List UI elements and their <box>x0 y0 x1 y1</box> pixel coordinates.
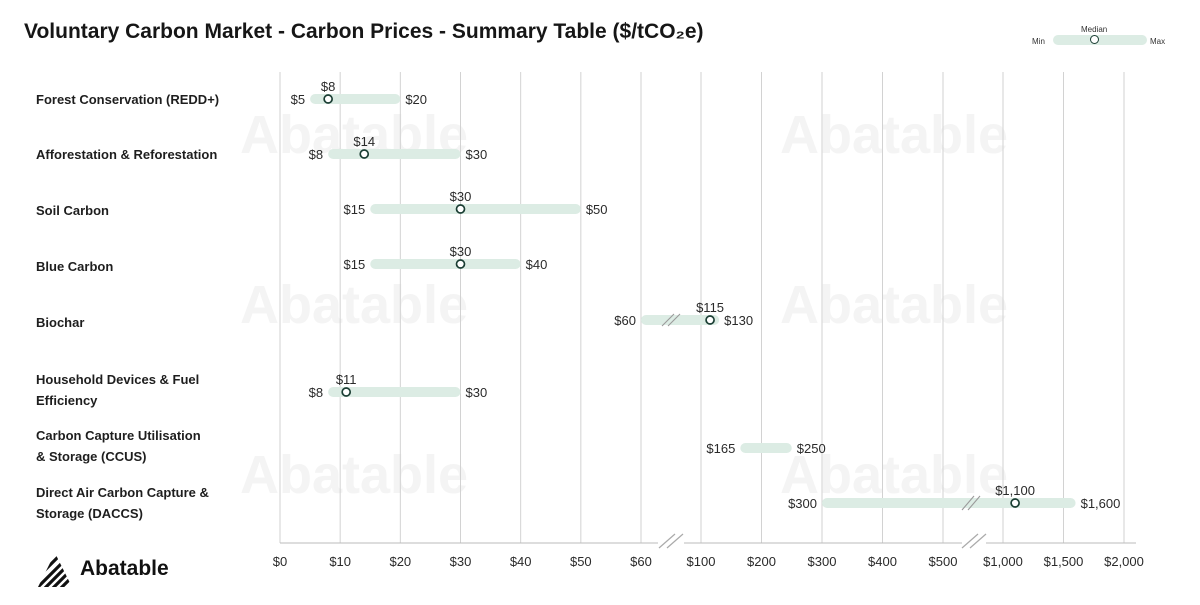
bar-break-mark <box>967 495 981 511</box>
min-value-label: $15 <box>344 257 366 272</box>
watermark: Abatable <box>240 445 468 505</box>
median-value-label: $14 <box>353 134 375 149</box>
range-bar <box>370 204 581 214</box>
max-value-label: $30 <box>466 147 488 162</box>
median-marker <box>1010 498 1020 508</box>
chart-title: Voluntary Carbon Market - Carbon Prices … <box>24 20 704 43</box>
x-tick-label: $50 <box>570 554 592 569</box>
watermark-text: Abatable <box>240 445 468 505</box>
range-bar <box>740 443 792 453</box>
category-label: Carbon Capture Utilisation <box>36 428 201 443</box>
x-tick-label: $10 <box>329 554 351 569</box>
axis-break-mark <box>666 533 684 549</box>
median-marker <box>323 94 333 104</box>
max-value-label: $40 <box>526 257 548 272</box>
median-marker <box>341 387 352 397</box>
median-marker <box>455 204 466 214</box>
category-label: & Storage (CCUS) <box>36 449 147 464</box>
x-tick-label: $100 <box>687 554 716 569</box>
watermark: Abatable <box>780 275 1008 335</box>
axis-break-mark <box>658 533 676 549</box>
watermark: Abatable <box>240 275 468 335</box>
bar-break-mark <box>667 313 681 327</box>
median-value-label: $115 <box>696 300 724 315</box>
range-bar <box>822 498 1076 508</box>
abatable-logo-icon <box>38 553 72 587</box>
max-value-label: $1,600 <box>1081 496 1121 511</box>
legend-median-marker <box>1090 35 1099 44</box>
x-tick-label: $20 <box>389 554 411 569</box>
range-bar <box>641 315 720 325</box>
axis-break-mark <box>969 533 987 549</box>
legend-min-label: Min <box>1032 37 1045 46</box>
x-tick-label: $2,000 <box>1104 554 1144 569</box>
category-label: Biochar <box>36 315 84 330</box>
logo-text: Abatable <box>80 557 169 580</box>
x-tick-label: $40 <box>510 554 532 569</box>
category-label: Storage (DACCS) <box>36 506 143 521</box>
median-value-label: $11 <box>336 372 357 387</box>
min-value-label: $15 <box>344 202 366 217</box>
watermark-text: Abatable <box>780 445 1008 505</box>
legend-median-label: Median <box>1081 25 1108 34</box>
x-tick-label: $200 <box>747 554 776 569</box>
max-value-label: $250 <box>797 441 826 456</box>
x-tick-label: $300 <box>808 554 837 569</box>
x-tick-label: $400 <box>868 554 897 569</box>
x-tick-label: $1,500 <box>1044 554 1084 569</box>
watermark-text: Abatable <box>780 275 1008 335</box>
range-bar <box>328 149 461 159</box>
x-tick-label: $0 <box>273 554 287 569</box>
median-value-label: $30 <box>450 189 472 204</box>
min-value-label: $300 <box>788 496 817 511</box>
x-tick-label: $60 <box>630 554 652 569</box>
min-value-label: $5 <box>291 92 305 107</box>
legend-range-bar <box>1053 35 1147 45</box>
max-value-label: $130 <box>724 313 753 328</box>
min-value-label: $8 <box>309 385 323 400</box>
category-label: Blue Carbon <box>36 259 113 274</box>
max-value-label: $20 <box>405 92 427 107</box>
median-value-label: $1,100 <box>995 483 1035 498</box>
min-value-label: $60 <box>614 313 636 328</box>
legend-max-label: Max <box>1150 37 1166 46</box>
x-tick-label: $1,000 <box>983 554 1023 569</box>
category-label: Afforestation & Reforestation <box>36 147 217 162</box>
watermark-text: Abatable <box>780 105 1008 165</box>
legend: Median Min Max <box>1026 22 1176 52</box>
median-marker <box>359 149 370 159</box>
min-value-label: $165 <box>706 441 735 456</box>
watermark: Abatable <box>780 445 1008 505</box>
range-bar <box>310 94 401 104</box>
x-tick-label: $30 <box>450 554 472 569</box>
abatable-logo: Abatable <box>36 551 196 589</box>
category-label: Forest Conservation (REDD+) <box>36 92 219 107</box>
max-value-label: $30 <box>466 385 488 400</box>
bar-break-mark <box>961 495 975 511</box>
min-value-label: $8 <box>309 147 323 162</box>
bar-break-mark <box>661 313 675 327</box>
median-marker <box>455 259 466 269</box>
axis-break-mark <box>961 533 979 549</box>
watermark: Abatable <box>780 105 1008 165</box>
category-label: Soil Carbon <box>36 203 109 218</box>
median-marker <box>705 315 715 325</box>
range-bar <box>370 259 521 269</box>
range-bar <box>328 387 461 397</box>
category-label: Direct Air Carbon Capture & <box>36 485 209 500</box>
max-value-label: $50 <box>586 202 608 217</box>
watermark-text: Abatable <box>240 275 468 335</box>
category-label: Household Devices & Fuel <box>36 372 199 387</box>
median-value-label: $30 <box>450 244 472 259</box>
median-value-label: $8 <box>321 79 335 94</box>
category-label: Efficiency <box>36 393 98 408</box>
x-tick-label: $500 <box>929 554 958 569</box>
